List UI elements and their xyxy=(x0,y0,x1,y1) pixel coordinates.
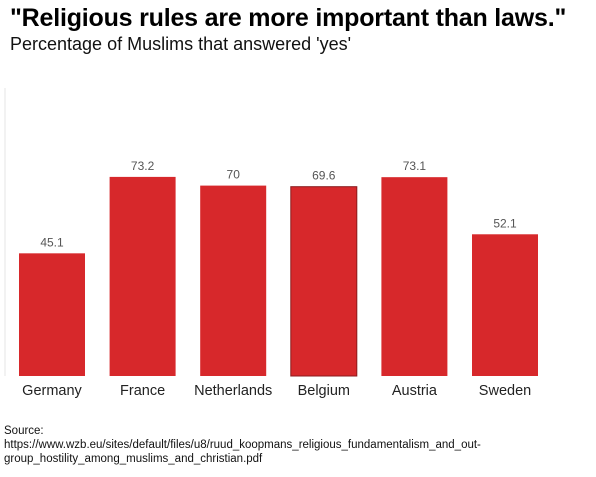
bar-austria xyxy=(381,177,448,376)
source-label: Source: xyxy=(4,425,44,437)
bar-germany xyxy=(19,253,85,376)
bar-france xyxy=(109,176,176,376)
value-label-austria: 73.1 xyxy=(403,159,427,173)
category-label-netherlands: Netherlands xyxy=(194,383,272,399)
value-label-sweden: 52.1 xyxy=(493,216,517,230)
chart-subtitle: Percentage of Muslims that answered 'yes… xyxy=(10,34,352,54)
bar-chart: 45.1 Germany 73.2 France 70 Netherlands 69.6 Be… xyxy=(4,88,538,399)
value-label-france: 73.2 xyxy=(131,159,155,173)
source-note: Source: https://www.wzb.eu/sites/default… xyxy=(4,424,592,466)
bar-netherlands xyxy=(200,185,267,376)
category-label-austria: Austria xyxy=(392,383,438,399)
bar-belgium xyxy=(290,186,358,377)
value-label-netherlands: 70 xyxy=(227,168,241,182)
bar-sweden xyxy=(472,234,538,376)
category-label-germany: Germany xyxy=(22,383,82,399)
category-label-sweden: Sweden xyxy=(479,383,531,399)
value-label-germany: 45.1 xyxy=(40,235,64,249)
value-label-belgium: 69.6 xyxy=(312,169,336,183)
source-url-line-2: group_hostility_among_muslims_and_christ… xyxy=(4,453,263,465)
category-label-france: France xyxy=(120,383,165,399)
category-label-belgium: Belgium xyxy=(298,383,350,399)
chart-title: "Religious rules are more important than… xyxy=(10,4,567,32)
source-url-line-1: https://www.wzb.eu/sites/default/files/u… xyxy=(4,439,481,451)
